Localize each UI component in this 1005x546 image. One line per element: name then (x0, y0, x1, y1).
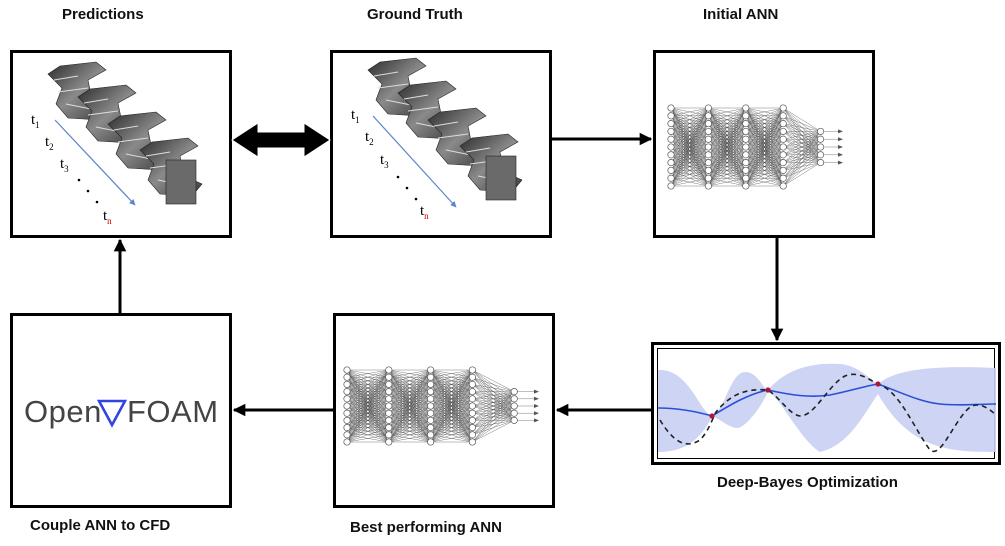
openfoam-logo: Open FOAM (22, 392, 222, 432)
predictions-title: Predictions (62, 6, 144, 23)
openfoam-open-text: Open (24, 394, 102, 429)
best-ann-network (343, 366, 539, 446)
gt-t2: t2 (365, 129, 374, 147)
gt-t3: t3 (380, 152, 389, 170)
ground-truth-title: Ground Truth (367, 6, 463, 23)
pred-t3: t3 (60, 156, 69, 174)
deep-bayes-title: Deep-Bayes Optimization (717, 474, 898, 491)
gp-confidence-band (658, 363, 996, 452)
openfoam-foam-text: FOAM (127, 394, 219, 429)
gt-tn: tn (420, 203, 429, 221)
nabla-icon (97, 399, 127, 428)
best-ann-title: Best performing ANN (350, 519, 502, 536)
gt-t1: t1 (351, 107, 360, 125)
pred-t1: t1 (31, 112, 40, 130)
predictions-fin-stack (47, 61, 203, 205)
initial-ann-title: Initial ANN (703, 6, 779, 23)
initial-ann-network (667, 104, 843, 190)
pred-time-arrow (54, 119, 136, 206)
gp-plot (657, 363, 997, 453)
pred-t2: t2 (45, 134, 54, 152)
ground-truth-fin-stack (367, 57, 523, 201)
pred-tn: tn (103, 208, 112, 226)
couple-ann-cfd-title: Couple ANN to CFD (30, 517, 171, 534)
compare-double-arrow (231, 122, 331, 158)
gt-time-arrow (372, 115, 457, 208)
